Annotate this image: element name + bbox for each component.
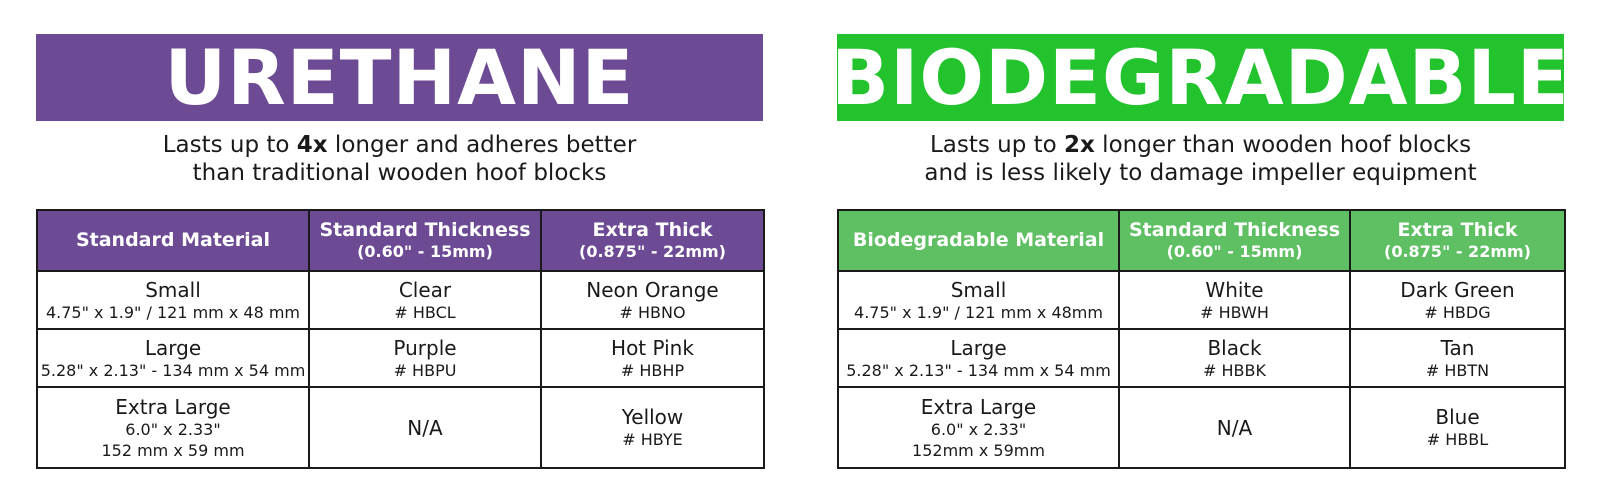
- extra-cell: Hot Pink # HBHP: [540, 328, 765, 388]
- color-name: Black: [1207, 335, 1262, 360]
- urethane-banner: URETHANE: [36, 34, 763, 121]
- biodegradable-panel: BIODEGRADABLE Lasts up to 2x longer than…: [831, 32, 1570, 469]
- size-name: Small: [145, 277, 201, 302]
- size-cell: Small 4.75" x 1.9" / 121 mm x 48mm: [837, 270, 1120, 330]
- table-row: Extra Large 6.0" x 2.33" 152mm x 59mm N/…: [837, 386, 1566, 469]
- product-code: # HBBL: [1426, 430, 1489, 449]
- urethane-description: Lasts up to 4x longer and adheres better…: [36, 131, 763, 209]
- table-row: Large 5.28" x 2.13" - 134 mm x 54 mm Pur…: [36, 328, 765, 388]
- product-code: # HBHP: [620, 360, 685, 380]
- extra-cell: Dark Green # HBDG: [1349, 270, 1566, 330]
- size-cell: Large 5.28" x 2.13" - 134 mm x 54 mm: [36, 328, 310, 388]
- urethane-header-extra: Extra Thick (0.875" - 22mm): [540, 209, 765, 272]
- table-row: Small 4.75" x 1.9" / 121 mm x 48mm White…: [837, 270, 1566, 330]
- size-dims: 152mm x 59mm: [912, 440, 1045, 460]
- header-subtitle: (0.60" - 15mm): [1166, 242, 1303, 261]
- product-code: # HBBK: [1203, 360, 1266, 380]
- size-dims: 152 mm x 59 mm: [101, 440, 245, 460]
- biodegradable-header-extra: Extra Thick (0.875" - 22mm): [1349, 209, 1566, 272]
- table-row: Extra Large 6.0" x 2.33" 152 mm x 59 mm …: [36, 386, 765, 469]
- standard-cell: N/A: [308, 386, 542, 469]
- size-cell: Small 4.75" x 1.9" / 121 mm x 48 mm: [36, 270, 310, 330]
- urethane-desc-post: longer and adheres better: [327, 132, 637, 158]
- color-name: Hot Pink: [611, 335, 694, 360]
- product-code: # HBWH: [1200, 302, 1269, 322]
- not-available: N/A: [407, 415, 443, 440]
- size-name: Small: [950, 277, 1007, 302]
- urethane-header-row: Standard Material Standard Thickness (0.…: [36, 209, 765, 272]
- urethane-desc-line2: than traditional wooden hoof blocks: [192, 160, 607, 186]
- biodegradable-banner: BIODEGRADABLE: [831, 32, 1570, 122]
- size-cell: Large 5.28" x 2.13" - 134 mm x 54 mm: [837, 328, 1120, 388]
- biodegradable-header-standard: Standard Thickness (0.60" - 15mm): [1118, 209, 1351, 272]
- size-name: Extra Large: [920, 394, 1037, 419]
- biodegradable-description: Lasts up to 2x longer than wooden hoof b…: [837, 131, 1564, 209]
- color-name: Tan: [1440, 335, 1475, 360]
- product-code: # HBCL: [394, 302, 456, 322]
- product-code: # HBNO: [619, 302, 686, 322]
- standard-cell: Black # HBBK: [1118, 328, 1351, 388]
- product-code: # HBDG: [1424, 302, 1491, 322]
- header-title: Standard Thickness: [319, 219, 531, 241]
- biodegradable-header-row: Biodegradable Material Standard Thicknes…: [837, 209, 1566, 272]
- not-available: N/A: [1216, 415, 1253, 440]
- urethane-desc-bold: 4x: [296, 132, 328, 158]
- product-code: # HBTN: [1425, 360, 1490, 380]
- color-name: Neon Orange: [586, 277, 719, 302]
- size-dims: 4.75" x 1.9" / 121 mm x 48mm: [854, 302, 1103, 322]
- biodegradable-desc-post: longer than wooden hoof blocks: [1094, 132, 1472, 158]
- size-dims: 6.0" x 2.33": [930, 419, 1027, 439]
- size-name: Extra Large: [115, 394, 231, 419]
- table-row: Small 4.75" x 1.9" / 121 mm x 48 mm Clea…: [36, 270, 765, 330]
- standard-cell: N/A: [1118, 386, 1351, 469]
- color-name: White: [1205, 277, 1264, 302]
- size-dims: 6.0" x 2.33": [125, 419, 221, 439]
- product-code: # HBYE: [622, 430, 683, 449]
- size-cell: Extra Large 6.0" x 2.33" 152mm x 59mm: [837, 386, 1120, 469]
- color-name: Blue: [1435, 405, 1480, 429]
- urethane-header-material: Standard Material: [36, 209, 310, 272]
- header-title: Standard Thickness: [1128, 219, 1341, 241]
- biodegradable-desc-line2: and is less likely to damage impeller eq…: [924, 160, 1477, 186]
- extra-cell: Yellow # HBYE: [540, 386, 765, 469]
- size-dims: 4.75" x 1.9" / 121 mm x 48 mm: [45, 302, 301, 322]
- color-name: Dark Green: [1400, 277, 1515, 302]
- size-dims: 5.28" x 2.13" - 134 mm x 54 mm: [40, 360, 306, 380]
- standard-cell: Clear # HBCL: [308, 270, 542, 330]
- urethane-header-standard: Standard Thickness (0.60" - 15mm): [308, 209, 542, 272]
- size-cell: Extra Large 6.0" x 2.33" 152 mm x 59 mm: [36, 386, 310, 469]
- product-code: # HBPU: [393, 360, 457, 380]
- urethane-table: Standard Material Standard Thickness (0.…: [36, 209, 765, 469]
- header-title: Biodegradable Material: [852, 229, 1105, 251]
- color-name: Clear: [398, 277, 452, 302]
- biodegradable-table: Biodegradable Material Standard Thicknes…: [837, 209, 1566, 469]
- header-subtitle: (0.875" - 22mm): [1384, 242, 1531, 261]
- header-subtitle: (0.875" - 22mm): [579, 242, 726, 261]
- urethane-panel: URETHANE Lasts up to 4x longer and adher…: [36, 34, 765, 469]
- urethane-desc-pre: Lasts up to: [162, 132, 297, 158]
- header-title: Standard Material: [75, 229, 271, 251]
- biodegradable-desc-pre: Lasts up to: [929, 132, 1065, 158]
- standard-cell: White # HBWH: [1118, 270, 1351, 330]
- color-name: Purple: [393, 335, 457, 360]
- size-name: Large: [144, 335, 202, 360]
- biodegradable-desc-bold: 2x: [1064, 132, 1095, 158]
- header-title: Extra Thick: [592, 219, 713, 241]
- extra-cell: Neon Orange # HBNO: [540, 270, 765, 330]
- extra-cell: Tan # HBTN: [1349, 328, 1566, 388]
- biodegradable-header-material: Biodegradable Material: [837, 209, 1120, 272]
- header-title: Extra Thick: [1397, 219, 1518, 241]
- standard-cell: Purple # HBPU: [308, 328, 542, 388]
- table-row: Large 5.28" x 2.13" - 134 mm x 54 mm Bla…: [837, 328, 1566, 388]
- size-name: Large: [950, 335, 1007, 360]
- header-subtitle: (0.60" - 15mm): [357, 242, 493, 261]
- color-name: Yellow: [621, 405, 684, 429]
- extra-cell: Blue # HBBL: [1349, 386, 1566, 469]
- size-dims: 5.28" x 2.13" - 134 mm x 54 mm: [846, 360, 1111, 380]
